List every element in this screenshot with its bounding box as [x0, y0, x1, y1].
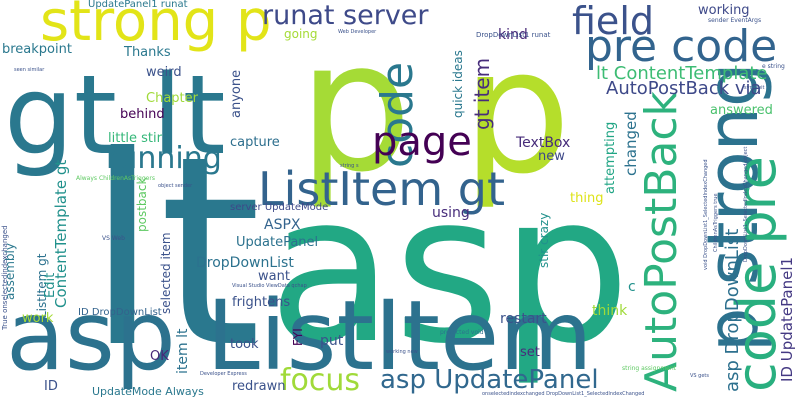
word-dropdownlist: DropDownList: [196, 255, 294, 271]
word-updatemode-always: UpdateMode Always: [92, 385, 204, 398]
word-weird: weird: [146, 65, 182, 80]
word-onselectedindexchanged: onselectedindexchanged DropDownList1_Sel…: [482, 391, 645, 397]
word-e-string: e string: [762, 63, 785, 70]
word-focus: focus: [280, 363, 361, 398]
word-frightens: frightens: [232, 295, 291, 310]
word-lt: lt: [86, 100, 262, 400]
word-true-onselectedindexchanged: True onselectedindexchanged: [1, 225, 9, 330]
word-answered: answered: [710, 103, 773, 118]
word-vs-web: VS Web: [102, 235, 125, 242]
word-redrawn: redrawn: [232, 379, 286, 394]
word-p: p: [298, 3, 413, 212]
word-changed: changed: [622, 111, 640, 176]
word-think: think: [592, 303, 628, 319]
word-stir-crazy: stir crazy: [537, 212, 551, 268]
word-gt-item: gt item: [470, 57, 494, 130]
word-p: p: [462, 11, 572, 212]
word-behind: behind: [120, 107, 165, 122]
word-childrenastriggers-true: ChildrenAsTriggers true: [713, 193, 719, 252]
word-edit: Edit: [43, 272, 58, 298]
word-id-dropdownlist: ID DropDownList: [78, 307, 162, 318]
word-asp-listitem: asp ListItem: [6, 280, 593, 392]
word-autopostback: AutoPostBack: [636, 90, 687, 392]
word-server-updatemode: server UpdateMode: [230, 202, 329, 213]
word-id: ID: [44, 379, 58, 394]
word-dropdownlist1-runat: DropDownList1 runat: [476, 31, 551, 39]
word-visual-studio: Visual Studio ViewData qchap: [232, 283, 307, 289]
word-aspx: ASPX: [264, 217, 301, 233]
word-strong-p: strong p: [40, 0, 272, 54]
word-lt-contenttemplate: lt ContentTemplate: [596, 63, 768, 84]
word-object-sender: object sender: [158, 183, 193, 189]
word-protected-void: protected void: [440, 329, 484, 336]
word-breakpoint: breakpoint: [2, 42, 72, 57]
word-using: using: [432, 205, 470, 221]
word-textbox: TextBox: [516, 135, 571, 151]
word-thing: thing: [570, 191, 604, 206]
word-new: new: [538, 149, 565, 164]
word-sender-eventargs: sender EventArgs: [708, 17, 762, 24]
word-void-dropdownlist1: void DropDownList1_SelectedIndexChanged: [703, 159, 709, 270]
word-fyi: FYI: [291, 328, 305, 346]
word-ok: OK: [150, 349, 169, 364]
word-updatepanel: UpdatePanel: [236, 235, 319, 250]
word-thanks: Thanks: [124, 45, 171, 60]
word-asp: asp: [268, 151, 631, 389]
word-string-s: string s: [340, 163, 359, 169]
word-vs-gets: VS gets: [690, 373, 709, 379]
word-listitem-gt: ListItem gt: [258, 162, 505, 216]
word-gt-lt: gt lt: [4, 51, 226, 179]
word-took: took: [230, 337, 259, 352]
word-kind: kind: [498, 27, 528, 43]
word-updatepanel1-runat: UpdatePanel1 runat: [88, 0, 188, 10]
word-anyone: anyone: [229, 69, 244, 118]
word-attempting: attempting: [603, 121, 618, 194]
word-c: c: [628, 279, 636, 295]
word-chapter: Chapter: [146, 91, 198, 106]
word-seen-similar: seen similar: [14, 67, 45, 73]
word-work: work: [22, 311, 54, 326]
word-running: running: [106, 141, 222, 176]
word-capture: capture: [230, 135, 280, 150]
word-working-now: working now: [386, 349, 418, 355]
word-asp-updatepanel: asp UpdatePanel: [380, 365, 599, 395]
word-sync-wit: sync wit: [744, 85, 765, 91]
word-selected-item: selected item: [159, 232, 173, 314]
word-going: going: [284, 27, 318, 41]
word-set: set: [520, 345, 540, 360]
word-working: working: [698, 3, 750, 18]
word-quick-ideas: quick ideas: [451, 50, 465, 118]
word-dropdownlist1-selectedindexchanged: DropDownList1_SelectedIndexChanged objec…: [743, 146, 749, 262]
word-developer-express: Developer Express: [200, 371, 247, 377]
word-restart: restart: [500, 311, 547, 327]
word-field: field: [572, 0, 654, 43]
word-web-developer: Web Developer: [338, 29, 377, 35]
word-item-lt: item lt: [175, 328, 191, 374]
word-page: page: [372, 119, 472, 165]
word-put: put: [320, 333, 344, 349]
word-id-updatepanel1: ID UpdatePanel1: [778, 256, 796, 382]
word-pre-code: pre code: [585, 21, 778, 72]
word-little-stir: little stir: [108, 131, 162, 146]
word-postback: postback: [135, 177, 149, 232]
word-runat-server: runat server: [262, 0, 429, 31]
word-asp-dropdownlist: asp DropDownList: [722, 228, 743, 392]
word-autopostback-via: AutoPostBack via: [606, 78, 762, 99]
word-always-childrenastriggers: Always ChildrenAsTriggers: [76, 175, 155, 182]
word-want: want: [258, 269, 290, 284]
word-string-assignment: string assignment: [622, 365, 677, 372]
